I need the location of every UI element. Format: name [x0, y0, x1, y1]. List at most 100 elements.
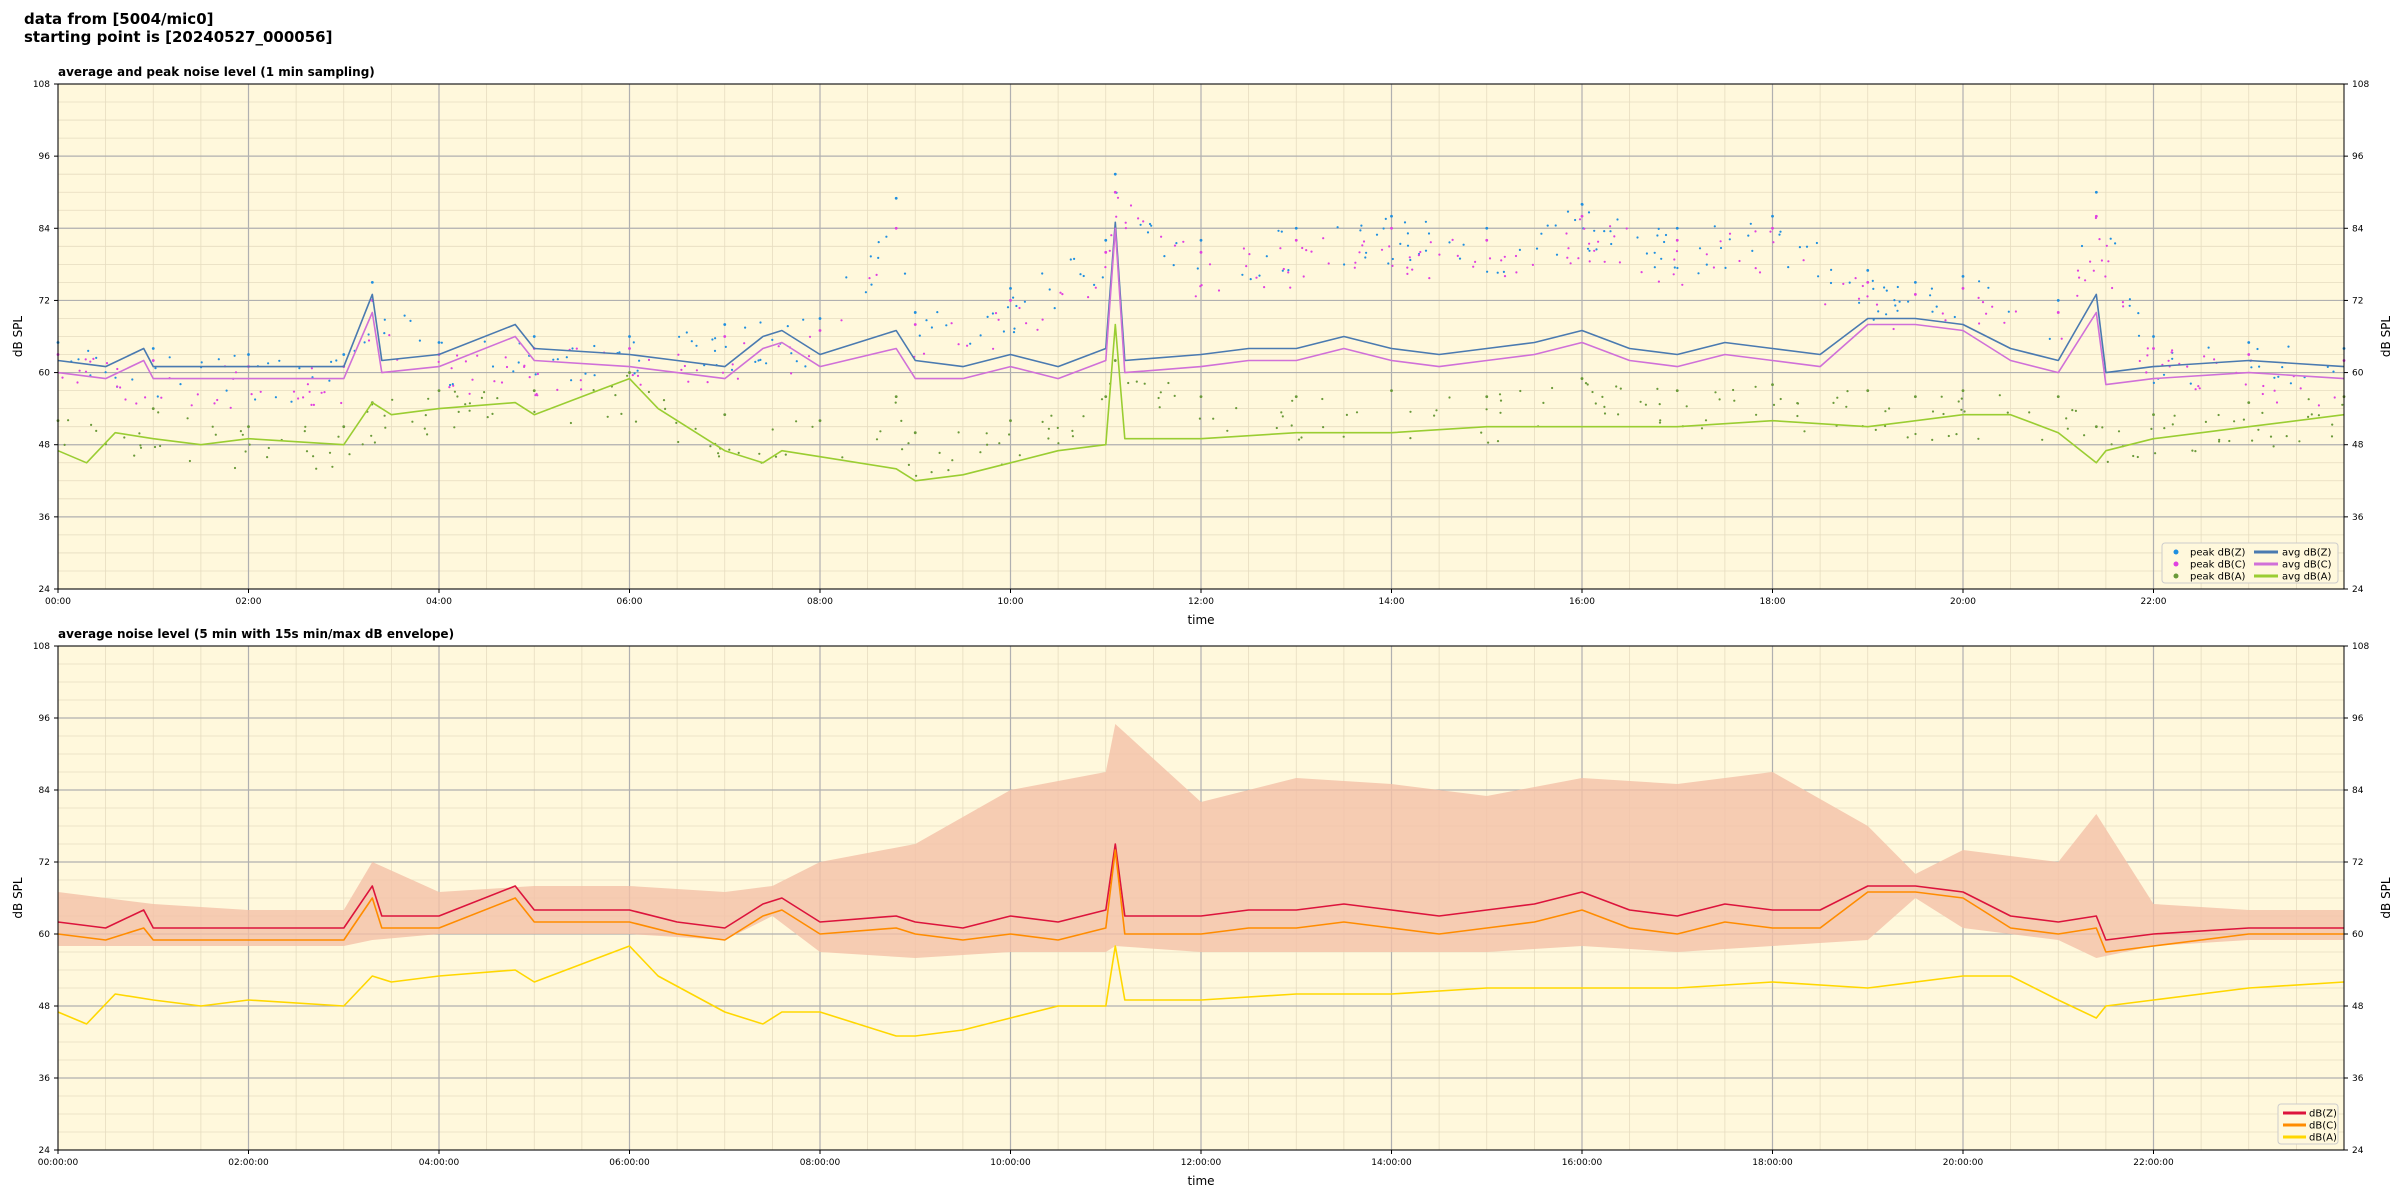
peak-point: [123, 436, 126, 439]
peak-point: [2105, 244, 2108, 247]
peak-point: [584, 372, 587, 375]
peak-point: [1115, 215, 1118, 218]
peak-point: [1930, 287, 1933, 290]
peak-point: [211, 425, 214, 428]
peak-point: [1987, 286, 1990, 289]
peak-point: [690, 340, 693, 343]
peak-point: [571, 347, 574, 350]
peak-point: [1580, 377, 1584, 380]
peak-point: [342, 353, 346, 356]
peak-point: [818, 329, 822, 332]
peak-point: [1978, 280, 1981, 283]
peak-point: [2114, 242, 2117, 245]
xtick-label: 20:00:00: [1943, 1158, 1984, 1168]
peak-point: [1059, 291, 1062, 294]
peak-point: [795, 420, 798, 423]
peak-point: [1291, 399, 1294, 402]
peak-point: [1591, 390, 1594, 394]
xtick-label: 04:00: [426, 597, 452, 607]
peak-point: [1438, 253, 1441, 256]
peak-point: [1380, 248, 1384, 251]
peak-point: [1779, 230, 1782, 233]
peak-point: [1719, 246, 1723, 250]
peak-point: [1456, 254, 1459, 257]
peak-point: [1458, 257, 1462, 260]
legend-label: avg dB(A): [2282, 572, 2332, 583]
ytick-label-right: 96: [2352, 714, 2364, 724]
peak-point: [1258, 274, 1261, 277]
peak-point: [361, 443, 364, 446]
peak-point: [840, 319, 843, 322]
peak-point: [2332, 370, 2335, 373]
peak-point: [1502, 270, 1505, 273]
ytick-label-right: 48: [2352, 441, 2364, 451]
peak-point: [1866, 268, 1870, 272]
peak-point: [2136, 455, 2139, 459]
peak-point: [2298, 440, 2301, 443]
peak-point: [2163, 427, 2166, 430]
peak-point: [213, 402, 216, 405]
peak-point: [1675, 226, 1679, 230]
peak-point: [1082, 415, 1085, 418]
peak-point: [1217, 289, 1221, 292]
peak-point: [1578, 218, 1582, 221]
peak-point: [2256, 347, 2259, 351]
peak-point: [1815, 241, 1818, 245]
peak-point: [2244, 383, 2247, 386]
peak-point: [694, 427, 697, 430]
peak-point: [1009, 419, 1012, 423]
peak-point: [1584, 382, 1588, 385]
peak-point: [528, 376, 531, 379]
peak-point: [517, 361, 520, 364]
peak-point: [1733, 399, 1736, 402]
peak-point: [711, 338, 714, 341]
peak-point: [1361, 244, 1364, 247]
peak-point: [1200, 284, 1203, 287]
peak-point: [1485, 395, 1488, 399]
peak-point: [1658, 403, 1661, 406]
peak-point: [2078, 276, 2081, 279]
peak-point: [1772, 403, 1776, 406]
peak-point: [335, 359, 338, 362]
peak-point: [337, 435, 340, 438]
legend-label: peak dB(A): [2190, 572, 2246, 583]
peak-point: [505, 365, 509, 369]
peak-point: [841, 456, 844, 459]
peak-point: [1566, 210, 1570, 213]
peak-point: [2228, 439, 2231, 443]
peak-point: [1143, 382, 1146, 385]
peak-point: [930, 326, 934, 329]
peak-point: [259, 390, 262, 393]
peak-point: [1728, 232, 1732, 235]
series-peak-db-z: [56, 172, 2346, 403]
peak-point: [1884, 410, 1887, 413]
peak-point: [1496, 271, 1499, 274]
peak-point: [1424, 249, 1428, 252]
peak-point: [618, 351, 621, 354]
peak-point: [1113, 172, 1117, 176]
xtick-label: 20:00: [1950, 597, 1976, 607]
peak-point: [695, 344, 698, 347]
peak-point: [367, 333, 370, 336]
peak-point: [418, 339, 421, 342]
peak-point: [427, 397, 430, 400]
peak-point: [328, 379, 331, 382]
peak-point: [1892, 327, 1895, 331]
peak-point: [1327, 262, 1330, 265]
peak-point: [728, 448, 731, 451]
peak-point: [2330, 435, 2334, 438]
peak-point: [104, 371, 107, 374]
peak-point: [67, 419, 70, 422]
peak-point: [89, 360, 92, 363]
peak-point: [2083, 434, 2086, 437]
peak-point: [2111, 286, 2114, 290]
series-db-c: [57, 849, 2344, 953]
peak-point: [1322, 237, 1325, 240]
peak-point: [723, 413, 727, 417]
peak-point: [1157, 396, 1160, 400]
peak-point: [1913, 395, 1917, 399]
peak-point: [1977, 296, 1980, 299]
peak-point: [1657, 280, 1660, 283]
peak-point: [930, 471, 933, 474]
peak-point: [2094, 190, 2098, 194]
